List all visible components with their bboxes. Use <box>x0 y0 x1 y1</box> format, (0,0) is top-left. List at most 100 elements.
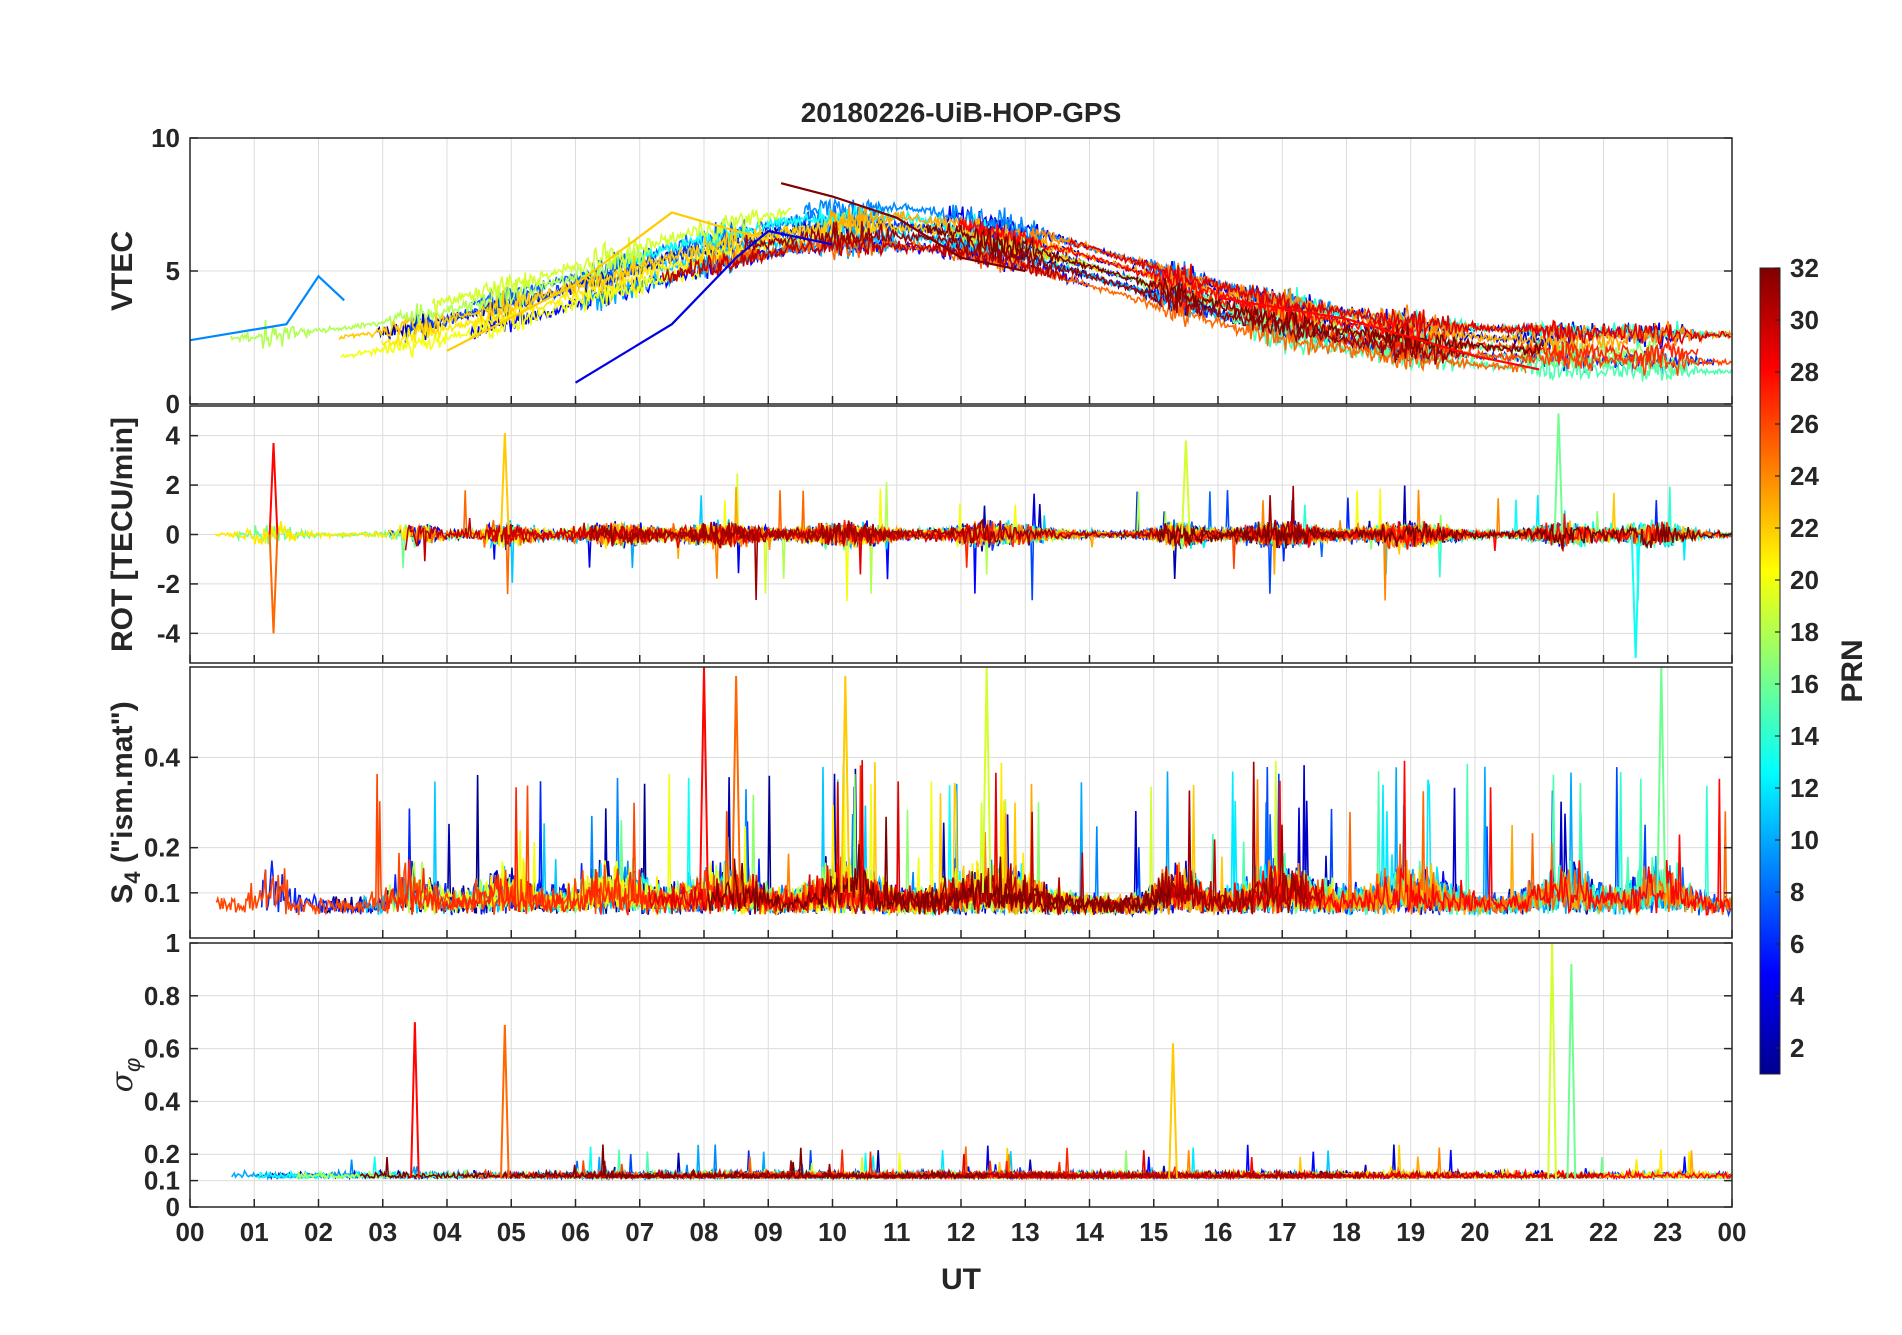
x-tick-label: 20 <box>1461 1217 1490 1247</box>
series-prn-19 <box>431 207 792 314</box>
x-tick-label: 23 <box>1653 1217 1682 1247</box>
panel-sigma_phi-series <box>231 943 1732 1182</box>
y-tick-label: 0.2 <box>144 833 180 863</box>
series-prn-22-trend <box>446 211 769 352</box>
colorbar-tick-label: 2 <box>1790 1033 1804 1063</box>
series-prn-30 <box>661 233 1068 284</box>
colorbar-tick-label: 22 <box>1790 513 1819 543</box>
panel-s4-series <box>215 667 1732 918</box>
peak-spike <box>268 534 279 634</box>
colorbar-tick-label: 26 <box>1790 409 1819 439</box>
x-tick-label: 03 <box>368 1217 397 1247</box>
series-prn-31 <box>884 761 1308 917</box>
y-tick-label: 0.8 <box>144 981 180 1011</box>
peak-spike <box>1656 667 1667 893</box>
y-axis-label: σφ <box>105 1058 145 1093</box>
x-axis-label: UT <box>941 1263 981 1296</box>
y-tick-label: 0.4 <box>144 1086 181 1116</box>
peak-spike <box>981 667 992 893</box>
x-tick-label: 06 <box>561 1217 590 1247</box>
x-tick-label: 01 <box>240 1217 269 1247</box>
y-axis-label-sub: 4 <box>120 871 145 884</box>
y-tick-label: 0.6 <box>144 1034 180 1064</box>
colorbar-tick-label: 32 <box>1790 253 1819 283</box>
peak-spike <box>699 667 709 893</box>
y-tick-label: -4 <box>157 618 181 648</box>
x-tick-label: 22 <box>1589 1217 1618 1247</box>
y-tick-label: 2 <box>166 470 180 500</box>
peak-spike <box>1630 534 1641 659</box>
panel-sigma_phi-grid <box>189 942 1733 1208</box>
y-tick-label: 0.1 <box>144 878 180 908</box>
y-axis-label-sub: φ <box>120 1058 145 1072</box>
y-tick-label: 0.4 <box>144 742 181 772</box>
panel-vtec: 0 5 10 VTEC <box>106 123 1733 419</box>
y-tick-label: 5 <box>166 256 180 286</box>
x-tick-label: 12 <box>947 1217 976 1247</box>
x-tick-label: 13 <box>1011 1217 1040 1247</box>
panel-rot: -4 -2 0 2 4 ROT [TECU/min] <box>106 405 1733 664</box>
x-tick-label: 18 <box>1332 1217 1361 1247</box>
x-axis-ticks: 00 01 02 03 04 05 06 07 08 09 10 11 12 13 14 15 16 17 18 19… <box>176 1217 1747 1247</box>
y-axis-label-main: σ <box>105 1070 140 1092</box>
y-tick-label: 0.2 <box>144 1139 180 1169</box>
y-axis-label: ROT [TECU/min] <box>106 417 139 652</box>
series-prn-32 <box>359 1144 988 1181</box>
x-tick-label: 19 <box>1396 1217 1425 1247</box>
y-tick-label: 10 <box>151 123 180 153</box>
colorbar-tick-label: 4 <box>1790 981 1805 1011</box>
x-tick-label: 02 <box>304 1217 333 1247</box>
y-tick-label: 1 <box>166 928 180 958</box>
series-prn-4-trend <box>574 229 833 384</box>
x-tick-label: 16 <box>1204 1217 1233 1247</box>
y-tick-label: 0.1 <box>144 1166 180 1196</box>
colorbar-tick-label: 30 <box>1790 305 1819 335</box>
series-prn-29 <box>648 760 998 915</box>
x-tick-label: 10 <box>818 1217 847 1247</box>
colorbar-tick-label: 20 <box>1790 565 1819 595</box>
peak-spike <box>1566 964 1577 1178</box>
y-axis-label-rest: ("ism.mat") <box>106 701 139 871</box>
panel-vtec-series <box>190 182 1732 384</box>
x-tick-label: 11 <box>883 1217 911 1247</box>
colorbar-rect <box>1759 267 1781 1075</box>
x-tick-label: 05 <box>497 1217 526 1247</box>
y-axis-label-main: S <box>106 884 139 904</box>
x-tick-label: 21 <box>1525 1217 1554 1247</box>
y-axis-label: S4 ("ism.mat") <box>106 701 145 903</box>
peak-spike <box>268 443 279 535</box>
series-prn-32 <box>706 816 1172 916</box>
panel-rot-grid <box>189 406 1733 663</box>
series-prn-31 <box>589 485 1346 601</box>
colorbar-tick-label: 10 <box>1790 825 1819 855</box>
y-tick-label: 0 <box>166 389 180 419</box>
x-tick-label: 00 <box>176 1217 205 1247</box>
series-prn-28-trend <box>1217 296 1540 371</box>
series-prn-28 <box>955 217 1424 345</box>
y-tick-label: 0 <box>166 520 180 550</box>
series-prn-26 <box>1315 327 1732 376</box>
series-prn-13 <box>1190 499 1651 601</box>
peak-spike <box>1547 943 1557 1178</box>
x-tick-label: 08 <box>690 1217 719 1247</box>
y-tick-label: -2 <box>157 569 180 599</box>
colorbar-tick-label: 8 <box>1790 877 1804 907</box>
peak-spike <box>1553 413 1564 535</box>
series-prn-29 <box>1068 236 1732 347</box>
peak-spike <box>410 1022 420 1178</box>
peak-spike <box>499 1024 510 1178</box>
peak-spike <box>499 433 510 535</box>
colorbar-tick-label: 28 <box>1790 357 1819 387</box>
colorbar-tick-label: 24 <box>1790 461 1819 491</box>
panel-rot-series <box>214 413 1732 659</box>
colorbar-tick-label: 16 <box>1790 669 1819 699</box>
chart-title: 20180226-UiB-HOP-GPS <box>801 97 1122 128</box>
panel-s4: 0.10.20.4S4 ("ism.mat") <box>106 666 1733 939</box>
panel-sigma_phi: 00.10.2 0.4 0.6 0.8 1 σφ <box>105 928 1733 1222</box>
x-tick-label: 14 <box>1075 1217 1104 1247</box>
x-tick-label: 04 <box>433 1217 462 1247</box>
y-tick-label: 0 <box>166 1192 180 1222</box>
